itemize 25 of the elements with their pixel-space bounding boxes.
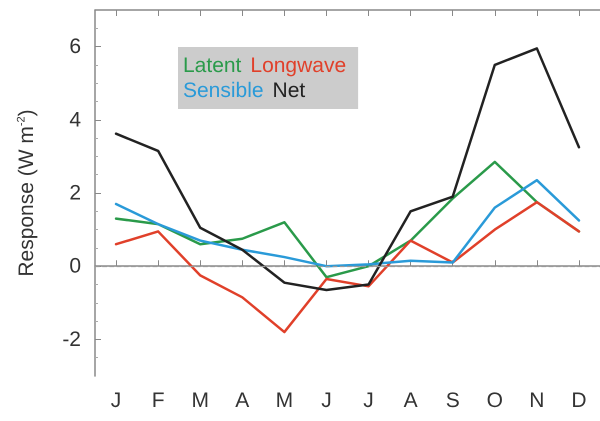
x-tick-label: A bbox=[404, 389, 418, 412]
y-tick-label: 6 bbox=[69, 35, 81, 58]
y-tick-label: -2 bbox=[62, 328, 81, 351]
text: Sensible bbox=[183, 79, 264, 102]
x-tick-label: M bbox=[276, 389, 294, 412]
x-tick-label: J bbox=[363, 389, 374, 412]
text: Net bbox=[272, 79, 306, 102]
x-tick-label: A bbox=[235, 389, 250, 412]
text: Longwave bbox=[250, 54, 346, 77]
x-tick-label: J bbox=[110, 389, 122, 412]
line-series bbox=[114, 178, 580, 268]
y-tick-label: 2 bbox=[69, 182, 81, 204]
y-tick-label: 4 bbox=[69, 108, 82, 132]
line-series bbox=[114, 47, 580, 292]
x-tick-label: O bbox=[486, 389, 503, 412]
x-tick-label: M bbox=[191, 389, 209, 412]
x-tick-label: N bbox=[529, 389, 544, 412]
x-tick-label: J bbox=[321, 389, 332, 412]
x-tick-label: F bbox=[152, 389, 165, 412]
y-tick-label: 0 bbox=[69, 254, 81, 278]
y-axis-title: Response (W m-2) bbox=[15, 109, 38, 277]
x-tick-label: S bbox=[446, 389, 460, 412]
line-series bbox=[114, 200, 580, 334]
x-tick-label: D bbox=[571, 389, 587, 412]
text: Latent bbox=[183, 54, 242, 77]
